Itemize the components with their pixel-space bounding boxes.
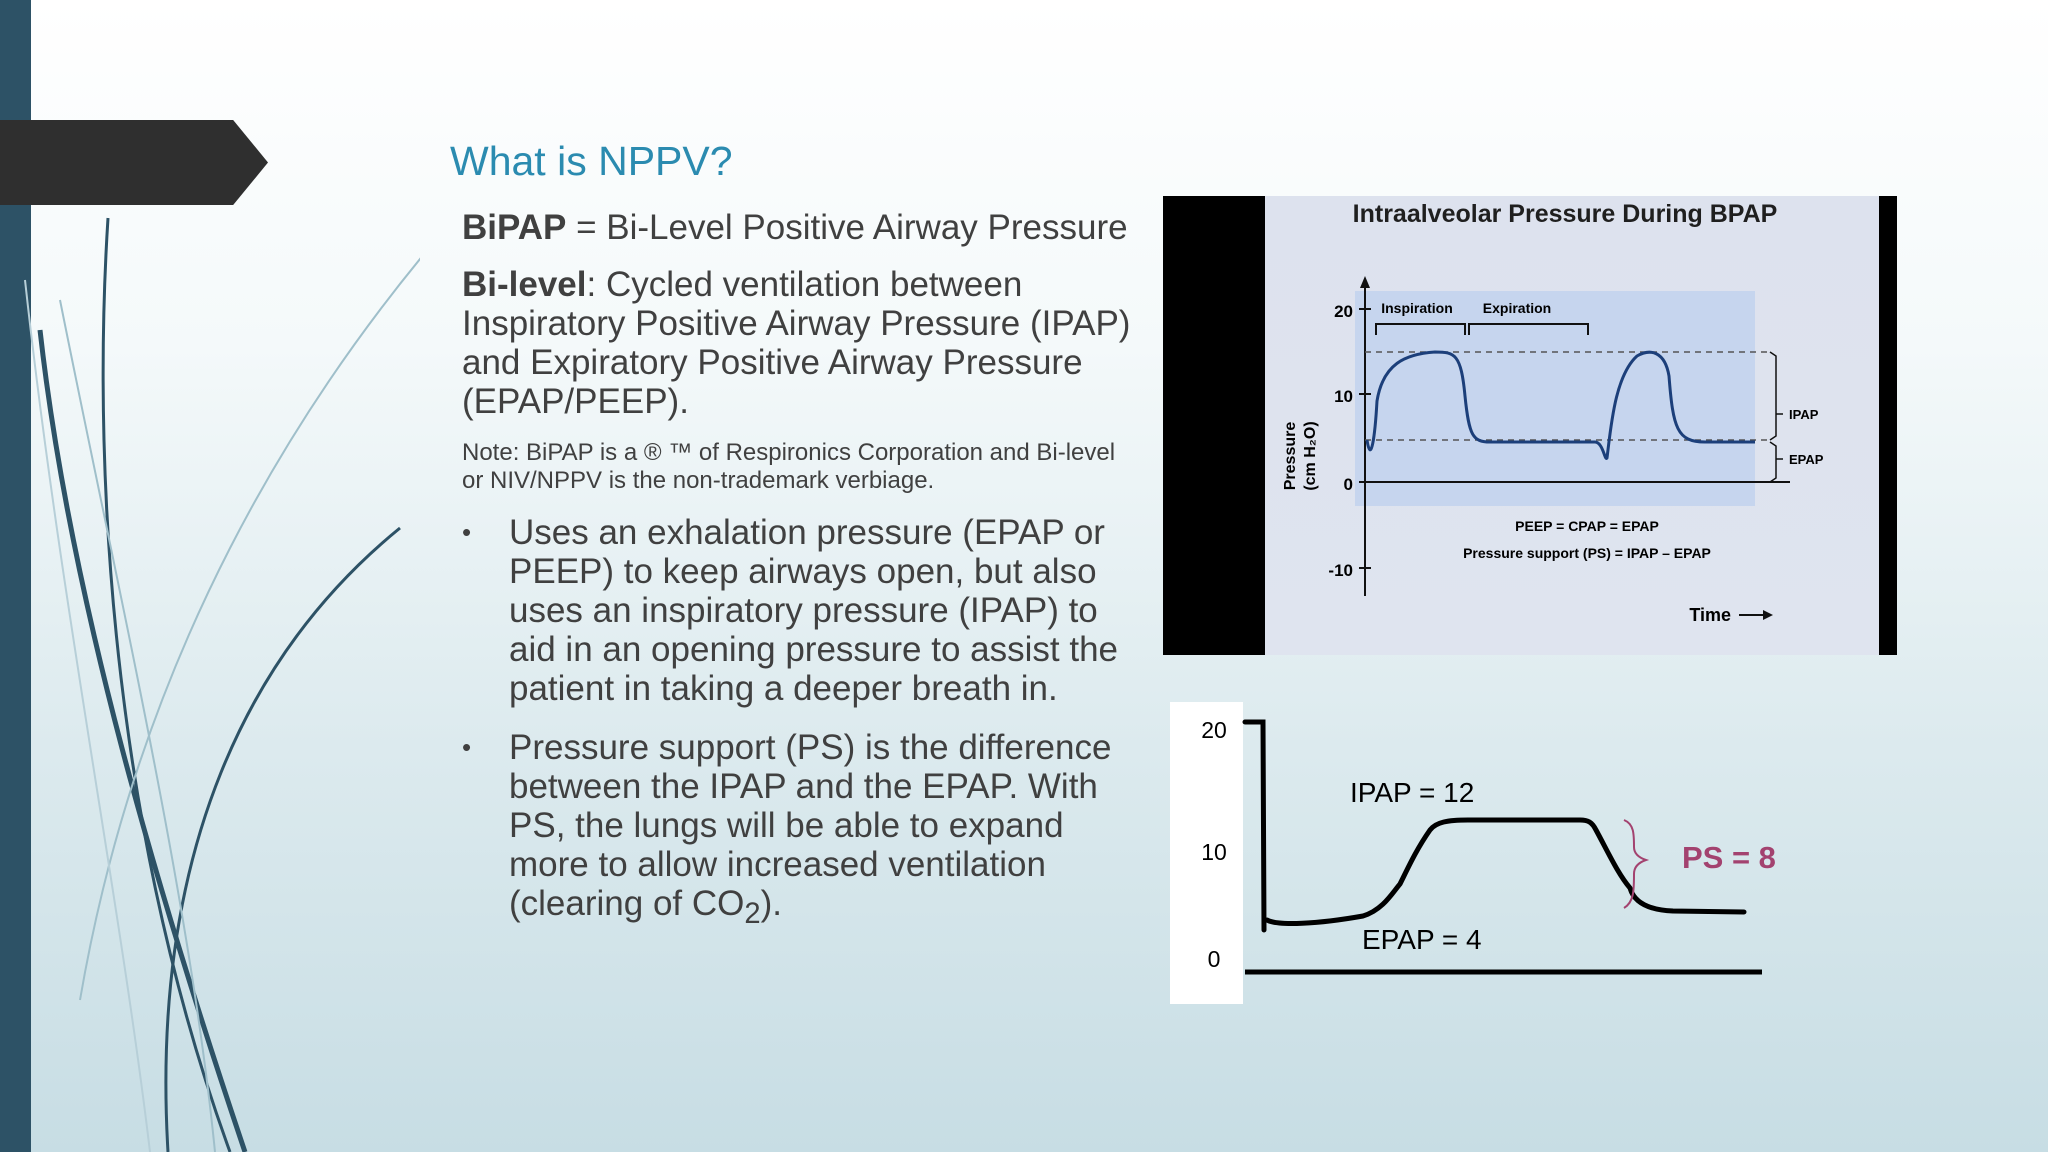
y-tick-label: 20 <box>1334 302 1353 321</box>
pressure-curve <box>1264 817 1747 926</box>
hand-drawn-ps-chart: 20 10 0 IPAP = 12 EPAP = 4 PS = 8 <box>1170 702 1776 1004</box>
ps-brace <box>1623 819 1650 909</box>
bipap-definition: BiPAP = Bi-Level Positive Airway Pressur… <box>462 208 1132 247</box>
bilevel-definition-text: : Cycled ventilation between Inspiratory… <box>462 265 1131 421</box>
ipap-label: IPAP <box>1789 407 1819 422</box>
decorative-swooshes <box>24 217 420 1152</box>
equation-peep: PEEP = CPAP = EPAP <box>1515 518 1659 534</box>
bullet-text: Uses an exhalation pressure (EPAP or PEE… <box>509 513 1118 708</box>
bullet-list: • Uses an exhalation pressure (EPAP or P… <box>462 513 1132 934</box>
bilevel-definition: Bi-level: Cycled ventilation between Ins… <box>462 265 1132 421</box>
y-axis-unit: (cm H₂O) <box>1302 421 1319 490</box>
inspiration-label: Inspiration <box>1381 300 1453 316</box>
shaded-band <box>1355 291 1755 506</box>
equation-pressure-support: Pressure support (PS) = IPAP – EPAP <box>1463 545 1711 561</box>
y-axis-arrow-icon <box>1360 276 1370 288</box>
y-tick-label: 0 <box>1208 946 1221 972</box>
bullet-dot-icon: • <box>462 517 472 547</box>
slide-title: What is NPPV? <box>450 138 733 184</box>
expiration-label: Expiration <box>1483 300 1551 316</box>
bpap-figure-panel: Intraalveolar Pressure During BPAP 20 10… <box>1265 196 1879 655</box>
bipap-definition-text: = Bi-Level Positive Airway Pressure <box>566 208 1128 247</box>
bpap-waveform-graph: Intraalveolar Pressure During BPAP 20 10… <box>1282 200 1824 625</box>
y-axis-line <box>1242 719 1267 933</box>
bullet-item-exhalation: • Uses an exhalation pressure (EPAP or P… <box>462 513 1132 708</box>
y-tick-label: 0 <box>1344 475 1353 494</box>
expiration-bracket <box>1468 323 1589 335</box>
epap-label: EPAP <box>1789 452 1824 467</box>
ipap-brace <box>1769 351 1777 441</box>
x-axis-label: Time <box>1689 605 1731 625</box>
tick-label-panel <box>1170 702 1243 1004</box>
title-arrow-tab <box>0 120 268 205</box>
y-tick-label: 20 <box>1201 717 1227 743</box>
y-tick-label: 10 <box>1334 387 1353 406</box>
co2-subscript: 2 <box>744 898 761 930</box>
epap-value-label: EPAP = 4 <box>1362 924 1482 955</box>
epap-brace <box>1769 441 1777 483</box>
ipap-value-label: IPAP = 12 <box>1350 777 1474 808</box>
inspiration-bracket <box>1375 323 1466 335</box>
bilevel-term: Bi-level <box>462 265 587 304</box>
bpap-figure-title: Intraalveolar Pressure During BPAP <box>1353 200 1778 228</box>
bullet-dot-icon: • <box>462 732 472 762</box>
time-arrow-icon <box>1763 610 1773 620</box>
bipap-term: BiPAP <box>462 208 567 247</box>
slide-body: BiPAP = Bi-Level Positive Airway Pressur… <box>462 208 1132 954</box>
y-tick-label: -10 <box>1328 561 1353 580</box>
y-tick-label: 10 <box>1201 839 1227 865</box>
bullet-item-pressure-support: • Pressure support (PS) is the differenc… <box>462 728 1132 934</box>
bullet-text: Pressure support (PS) is the difference … <box>509 728 1112 930</box>
pressure-waveform <box>1365 350 1755 460</box>
trademark-note: Note: BiPAP is a ® ™ of Respironics Corp… <box>462 439 1116 494</box>
ps-value-label: PS = 8 <box>1682 840 1776 875</box>
bullet-text-main: Pressure support (PS) is the difference … <box>509 728 1112 923</box>
y-axis-label: Pressure <box>1282 422 1299 491</box>
bullet-text-end: ). <box>760 884 782 923</box>
bpap-pressure-figure: Intraalveolar Pressure During BPAP 20 10… <box>1163 196 1897 655</box>
